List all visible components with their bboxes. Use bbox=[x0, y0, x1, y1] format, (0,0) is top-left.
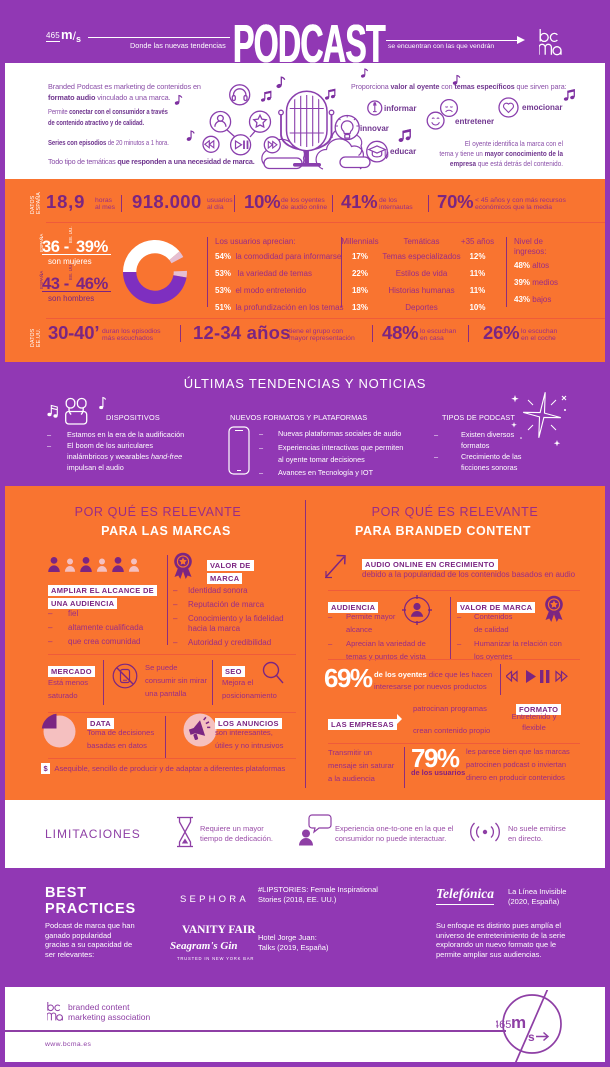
svg-text:m: m bbox=[511, 1013, 526, 1032]
svg-text:s: s bbox=[528, 1030, 535, 1044]
svg-text:465: 465 bbox=[496, 1019, 511, 1031]
